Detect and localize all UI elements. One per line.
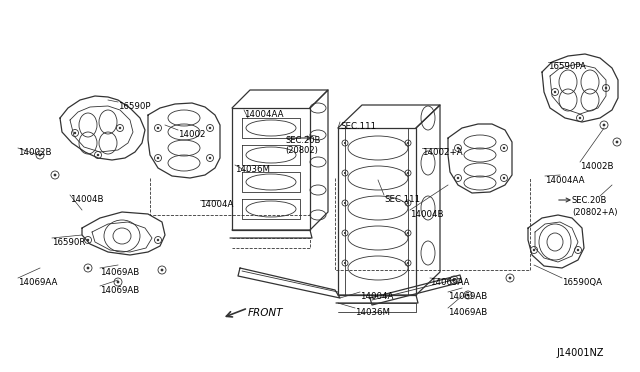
Circle shape [605,87,607,89]
Circle shape [407,202,409,204]
Text: J14001NZ: J14001NZ [556,348,604,358]
Text: SEC.20B: SEC.20B [572,196,607,205]
Text: 14004B: 14004B [70,195,104,204]
Circle shape [407,172,409,174]
Text: 14004AA: 14004AA [244,110,284,119]
Circle shape [554,91,556,93]
Text: 16590P: 16590P [118,102,150,111]
Text: SEC.20B: SEC.20B [285,136,321,145]
Text: 14002B: 14002B [18,148,51,157]
Circle shape [407,232,409,234]
Text: 14069AB: 14069AB [448,308,487,317]
Circle shape [503,177,505,179]
Text: 14069AB: 14069AB [100,268,140,277]
Circle shape [509,277,511,279]
Circle shape [86,267,90,269]
Circle shape [579,117,581,119]
Circle shape [467,294,469,296]
Text: SEC.111: SEC.111 [384,195,420,204]
Text: 14069AA: 14069AA [430,278,469,287]
Circle shape [209,127,211,129]
Circle shape [116,280,120,283]
Text: 14002+A: 14002+A [422,148,463,157]
Circle shape [344,262,346,264]
Text: 14004B: 14004B [410,210,444,219]
Circle shape [157,157,159,159]
Circle shape [407,142,409,144]
Circle shape [74,132,76,134]
Circle shape [119,127,121,129]
Text: 14036M: 14036M [235,165,270,174]
Circle shape [157,239,159,241]
Text: FRONT: FRONT [248,308,284,318]
Circle shape [97,154,99,156]
Circle shape [54,174,56,176]
Circle shape [407,262,409,264]
Text: 14036M: 14036M [355,308,390,317]
Circle shape [87,239,89,241]
Circle shape [457,147,460,149]
Text: 14004A: 14004A [200,200,234,209]
Circle shape [452,279,456,281]
Circle shape [38,154,42,156]
Text: 14004A: 14004A [360,292,394,301]
Circle shape [577,249,579,251]
Circle shape [457,177,460,179]
Circle shape [344,142,346,144]
Text: 14069AB: 14069AB [100,286,140,295]
Circle shape [603,124,605,126]
Text: 16590R: 16590R [52,238,85,247]
Text: 14004AA: 14004AA [545,176,584,185]
Text: (20802+A): (20802+A) [572,208,618,217]
Circle shape [616,141,618,143]
Circle shape [157,127,159,129]
Text: 14069AA: 14069AA [18,278,58,287]
Circle shape [161,269,163,272]
Circle shape [209,157,211,159]
Text: 16590QA: 16590QA [562,278,602,287]
Text: 16590PA: 16590PA [548,62,586,71]
Circle shape [344,202,346,204]
Text: (20802): (20802) [285,146,318,155]
Circle shape [532,249,535,251]
Text: 14002B: 14002B [580,162,614,171]
Circle shape [344,232,346,234]
Text: 14002: 14002 [178,130,205,139]
Text: SEC.111: SEC.111 [340,122,376,131]
Circle shape [503,147,505,149]
Text: 14069AB: 14069AB [448,292,487,301]
Circle shape [344,172,346,174]
